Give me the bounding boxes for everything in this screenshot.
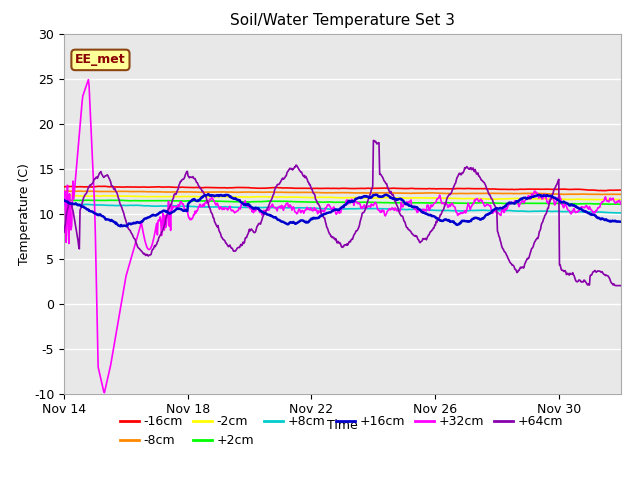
Title: Soil/Water Temperature Set 3: Soil/Water Temperature Set 3 [230,13,455,28]
Text: EE_met: EE_met [75,53,126,66]
X-axis label: Time: Time [327,419,358,432]
Legend: -16cm, -8cm, -2cm, +2cm, +8cm, +16cm, +32cm, +64cm: -16cm, -8cm, -2cm, +2cm, +8cm, +16cm, +3… [115,410,568,452]
Y-axis label: Temperature (C): Temperature (C) [18,163,31,264]
